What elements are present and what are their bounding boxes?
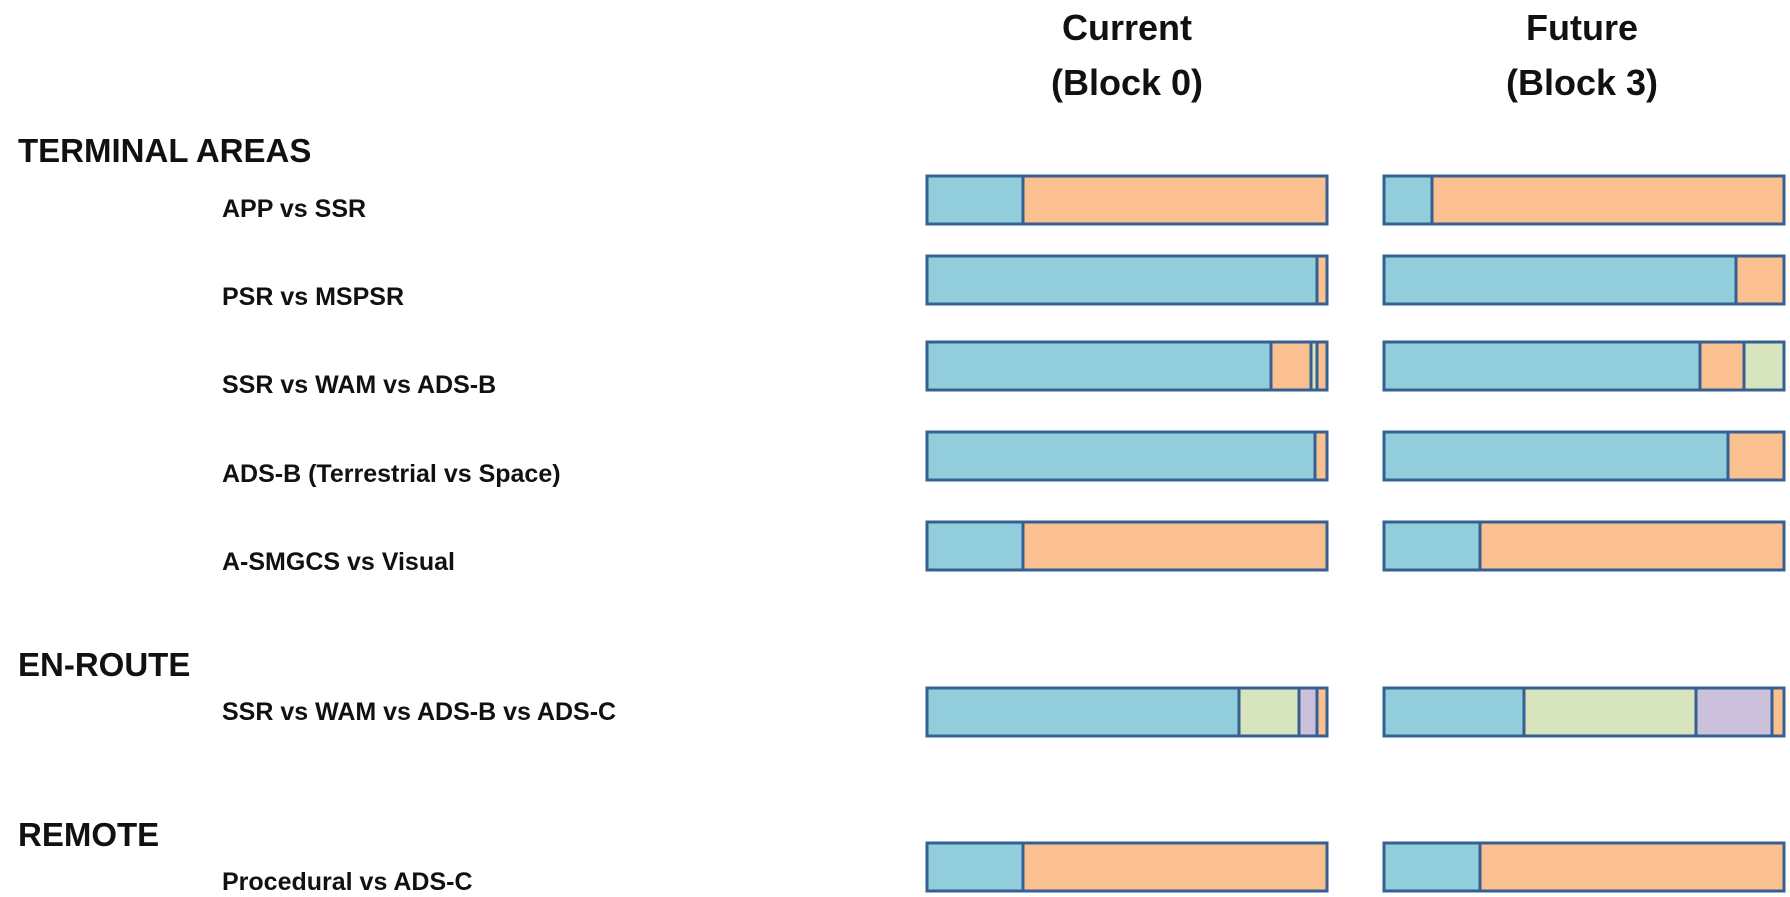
bar-segment-current-row5-seg1: [1237, 686, 1301, 738]
bar-segment-future-row0-seg1: [1430, 174, 1786, 226]
row-label-ssr-wam-adsb: SSR vs WAM vs ADS-B: [222, 371, 496, 399]
bar-segment-current-row2-seg1: [1269, 340, 1313, 392]
current-column-title-line1: Current: [1062, 7, 1192, 48]
row-label-psr-vs-mspsr: PSR vs MSPSR: [222, 283, 404, 311]
bar-segment-current-row4-seg0: [925, 520, 1025, 572]
bar-segment-current-row2-seg0: [925, 340, 1273, 392]
bar-segment-current-row3-seg0: [925, 430, 1317, 482]
bar-segment-future-row2-seg0: [1382, 340, 1702, 392]
bar-segment-future-row2-seg2: [1742, 340, 1786, 392]
row-label-procedural-vs-adsc: Procedural vs ADS-C: [222, 868, 473, 896]
bar-segment-current-row1-seg0: [925, 254, 1319, 306]
bar-segment-future-row4-seg1: [1478, 520, 1786, 572]
future-column-title-line2: (Block 3): [1506, 62, 1658, 103]
row-label-adsb-terrestrial-space: ADS-B (Terrestrial vs Space): [222, 460, 561, 488]
row-label-app-vs-ssr: APP vs SSR: [222, 195, 366, 223]
bar-segment-current-row0-seg0: [925, 174, 1025, 226]
bar-segment-future-row3-seg1: [1726, 430, 1786, 482]
bar-segment-current-row0-seg1: [1021, 174, 1329, 226]
bar-segment-future-row1-seg1: [1734, 254, 1786, 306]
bar-segment-future-row5-seg0: [1382, 686, 1526, 738]
section-title-remote: REMOTE: [18, 816, 159, 853]
bar-segment-future-row6-seg1: [1478, 841, 1786, 893]
bar-segment-future-row5-seg1: [1522, 686, 1698, 738]
bar-segment-current-row6-seg0: [925, 841, 1025, 893]
row-label-ssr-wam-adsb-adsc: SSR vs WAM vs ADS-B vs ADS-C: [222, 698, 616, 726]
row-label-asmgcs-vs-visual: A-SMGCS vs Visual: [222, 548, 455, 576]
bar-segment-future-row0-seg0: [1382, 174, 1434, 226]
bar-segment-current-row5-seg3: [1315, 686, 1329, 738]
section-title-en-route: EN-ROUTE: [18, 646, 190, 683]
bar-segment-current-row2-seg3: [1315, 340, 1329, 392]
bar-segment-future-row4-seg0: [1382, 520, 1482, 572]
bar-segment-future-row1-seg0: [1382, 254, 1738, 306]
bar-segment-current-row4-seg1: [1021, 520, 1329, 572]
bars-group: [925, 174, 1786, 893]
future-column-title-line1: Future: [1526, 7, 1638, 48]
bar-segment-current-row5-seg0: [925, 686, 1241, 738]
bar-segment-current-row3-seg1: [1313, 430, 1329, 482]
section-title-terminal-areas: TERMINAL AREAS: [18, 132, 311, 169]
bar-segment-current-row5-seg2: [1297, 686, 1319, 738]
current-column-title-line2: (Block 0): [1051, 62, 1203, 103]
bar-segment-future-row5-seg3: [1770, 686, 1786, 738]
bar-segment-current-row6-seg1: [1021, 841, 1329, 893]
bar-segment-future-row2-seg1: [1698, 340, 1746, 392]
bar-segment-future-row3-seg0: [1382, 430, 1730, 482]
bar-segment-future-row6-seg0: [1382, 841, 1482, 893]
bar-segment-future-row5-seg2: [1694, 686, 1774, 738]
bar-segment-current-row1-seg1: [1315, 254, 1329, 306]
